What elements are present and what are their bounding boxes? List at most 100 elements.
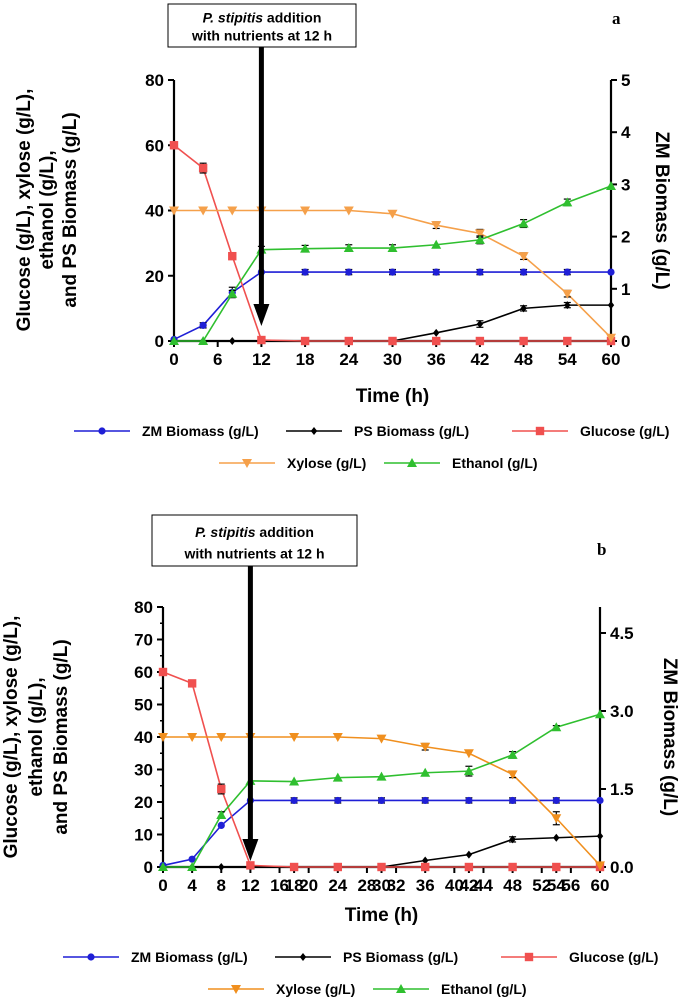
data-point xyxy=(552,862,561,872)
legend-label: Ethanol (g/L) xyxy=(452,455,538,471)
data-point xyxy=(507,749,518,759)
series-line xyxy=(162,799,600,867)
data-point xyxy=(595,709,605,719)
legend-marker xyxy=(98,427,106,435)
data-point xyxy=(227,288,238,298)
data-point xyxy=(216,733,227,742)
data-point xyxy=(187,862,198,871)
series-zm xyxy=(159,796,604,870)
series-ethanol xyxy=(169,181,616,345)
data-point xyxy=(606,181,616,191)
data-point xyxy=(387,243,398,253)
x-tick-label: 54 xyxy=(547,876,566,895)
y-left-axis-label: ethanol (g/L), xyxy=(26,677,47,796)
data-point xyxy=(169,141,179,150)
data-point xyxy=(377,796,386,805)
y-right-tick-label: 1 xyxy=(621,280,630,299)
annotation-line-1: P. stipitis addition xyxy=(195,524,314,540)
panel-letter: b xyxy=(597,540,606,559)
legend-label: PS Biomass (g/L) xyxy=(343,949,458,965)
x-tick-label: 12 xyxy=(252,350,271,369)
legend-marker xyxy=(407,458,417,467)
y-left-tick-label: 80 xyxy=(134,598,153,617)
data-point xyxy=(332,772,343,782)
data-point xyxy=(422,856,429,865)
x-tick-label: 28 xyxy=(357,876,376,895)
data-point xyxy=(388,268,397,276)
legend-entry: Ethanol (g/L) xyxy=(373,981,527,997)
legend-entry: Xylose (g/L) xyxy=(208,981,355,997)
data-point xyxy=(607,268,615,276)
x-tick-label: 0 xyxy=(169,350,178,369)
data-point xyxy=(431,239,442,249)
x-tick-label: 30 xyxy=(372,876,391,895)
data-point xyxy=(198,206,209,216)
data-point xyxy=(518,218,529,228)
series-line xyxy=(162,671,600,868)
y-left-tick-label: 60 xyxy=(134,663,153,682)
legend-label: Xylose (g/L) xyxy=(276,981,355,997)
y-right-tick-label: 3 xyxy=(621,175,630,194)
x-tick-label: 24 xyxy=(328,876,347,895)
legend-marker xyxy=(299,953,307,961)
data-point xyxy=(158,733,168,742)
data-point xyxy=(187,733,198,742)
data-point xyxy=(229,337,236,345)
y-right-tick-label: 5 xyxy=(621,71,630,90)
data-point xyxy=(345,268,353,276)
x-tick-label: 60 xyxy=(591,876,610,895)
legend-entry: Glucose (g/L) xyxy=(501,949,658,965)
annotation-line-1: P. stipitis addition xyxy=(203,9,322,25)
data-point xyxy=(519,336,528,346)
data-point xyxy=(158,862,168,871)
legend-marker xyxy=(310,427,318,435)
annotation-suffix: addition xyxy=(263,9,321,25)
data-point xyxy=(290,796,298,805)
legend-marker xyxy=(535,426,545,436)
legend-marker xyxy=(242,459,252,468)
x-tick-label: 42 xyxy=(470,350,489,369)
y-right-tick-label: 4 xyxy=(621,123,631,142)
data-point xyxy=(188,855,196,863)
y-left-tick-label: 30 xyxy=(134,761,153,780)
y-left-tick-label: 60 xyxy=(145,136,164,155)
data-point xyxy=(474,229,485,239)
data-point xyxy=(507,770,518,780)
y-left-tick-label: 20 xyxy=(134,793,153,812)
annotation-species: P. stipitis xyxy=(203,9,264,25)
series-line xyxy=(174,209,612,339)
series-line xyxy=(173,144,611,342)
data-point xyxy=(187,679,197,688)
x-axis-label: Time (h) xyxy=(345,905,419,926)
data-point xyxy=(474,234,485,244)
y-left-axis-label: Glucose (g/L), xylose (g/L), xyxy=(1,616,22,859)
y-right-tick-label: 3.0 xyxy=(610,702,634,721)
x-tick-label: 18 xyxy=(285,876,304,895)
y-right-tick-label: 4.5 xyxy=(610,624,634,643)
y-right-axis-label: ZM Biomass (g/L) xyxy=(651,131,672,289)
panel-letter: a xyxy=(612,9,621,28)
data-point xyxy=(595,861,605,871)
data-point xyxy=(432,336,441,346)
data-point xyxy=(227,206,238,216)
data-point xyxy=(562,289,573,299)
legend-label: Xylose (g/L) xyxy=(287,455,366,471)
annotation-suffix: addition xyxy=(256,524,314,540)
y-left-tick-label: 10 xyxy=(134,826,153,845)
data-point xyxy=(431,221,442,231)
data-point xyxy=(606,333,616,343)
data-point xyxy=(475,336,485,346)
data-point xyxy=(564,301,571,310)
data-point xyxy=(465,796,473,805)
data-point xyxy=(343,243,354,253)
legend-marker xyxy=(87,953,95,961)
y-left-tick-label: 70 xyxy=(134,631,153,650)
data-point xyxy=(552,796,560,805)
data-point xyxy=(300,243,311,253)
data-point xyxy=(289,862,299,872)
data-point xyxy=(301,268,309,276)
data-point xyxy=(607,301,615,310)
x-tick-label: 54 xyxy=(558,350,577,369)
series-xylose xyxy=(169,206,616,343)
data-point xyxy=(343,206,354,216)
